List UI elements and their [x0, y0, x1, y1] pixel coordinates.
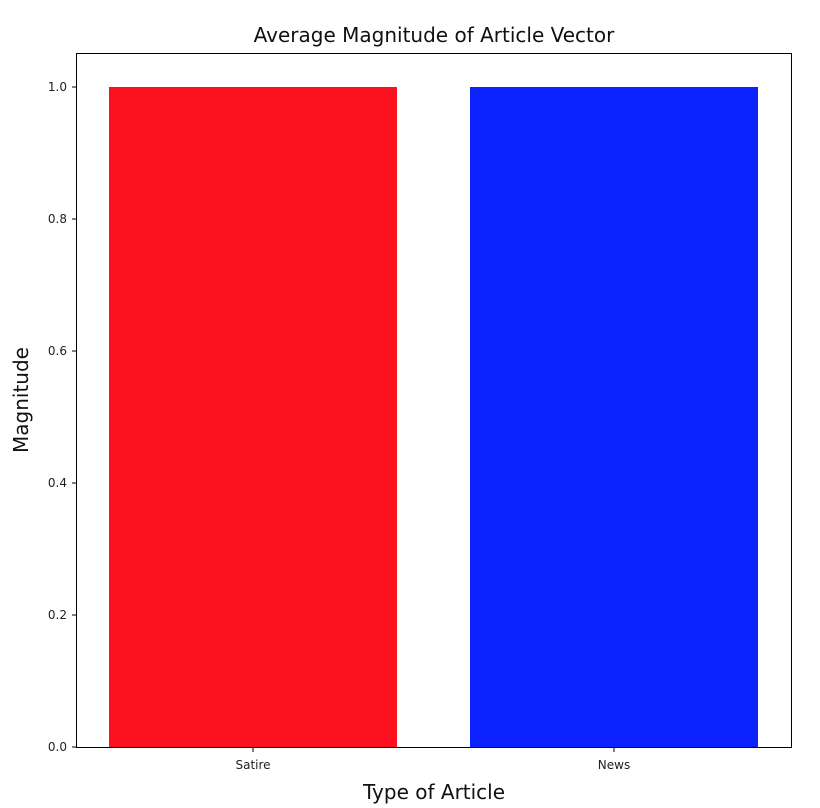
- chart-title: Average Magnitude of Article Vector: [254, 23, 615, 47]
- y-tick-label: 0.0: [48, 740, 67, 754]
- y-tick-label: 0.8: [48, 212, 67, 226]
- x-tick-label: Satire: [235, 758, 270, 772]
- bar-satire: [109, 87, 397, 747]
- y-tick-label: 0.2: [48, 608, 67, 622]
- y-tick-label: 0.4: [48, 476, 67, 490]
- x-axis-title: Type of Article: [362, 780, 505, 804]
- y-tick-label: 1.0: [48, 80, 67, 94]
- bars-layer: [109, 87, 758, 747]
- plot-frame: [76, 53, 792, 748]
- y-axis-title: Magnitude: [9, 347, 33, 453]
- bar-news: [470, 87, 758, 747]
- x-tick-label: News: [598, 758, 630, 772]
- y-tick-label: 0.6: [48, 344, 67, 358]
- y-axis-ticks: 0.0 0.2 0.4 0.6 0.8 1.0: [48, 80, 77, 754]
- x-axis-ticks: Satire News: [235, 747, 630, 772]
